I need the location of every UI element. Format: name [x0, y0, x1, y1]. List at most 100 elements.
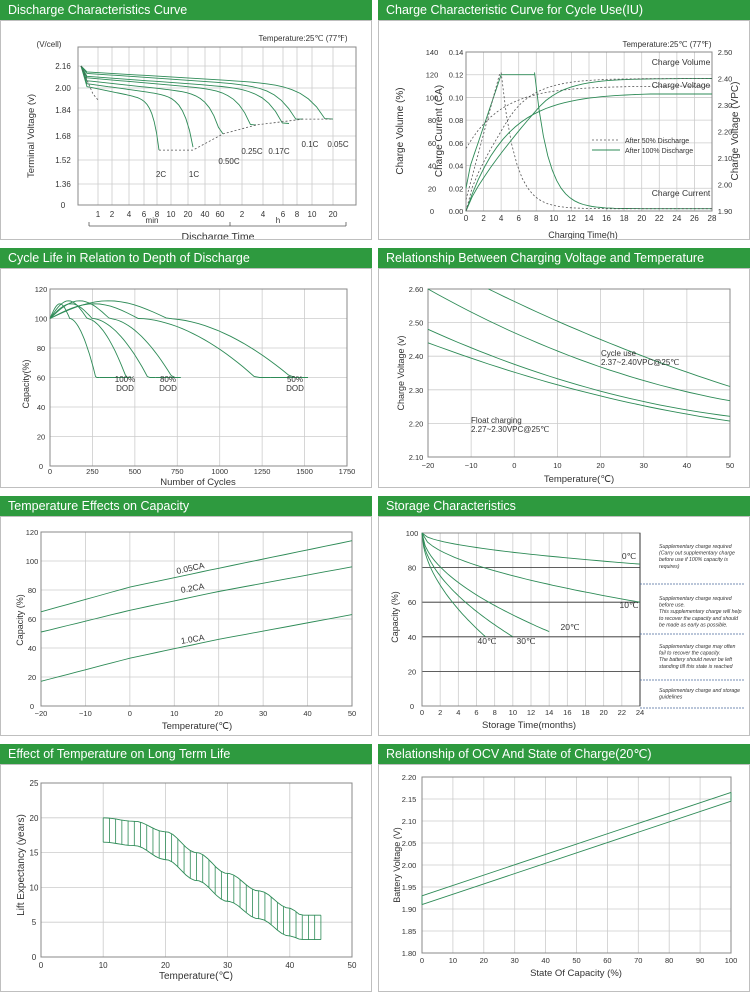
y1-tick-label: 140 [426, 48, 439, 57]
chart-frame: 2.16 2.00 1.84 1.68 1.52 1.36 0 1 2 4 6 8 10 20 40 60 2 4… [0, 20, 372, 240]
x-tick-label: −10 [79, 709, 92, 718]
y-tick-label: 120 [26, 528, 39, 537]
x-tick-label: 28 [708, 214, 717, 223]
chart-frame: 0 20 40 60 80 100 120 −20 −10 0 10 20 30 40 50 Temperat… [0, 516, 372, 736]
note-text: Supplementary charge required [659, 544, 733, 550]
x-tick-label: 20 [161, 961, 170, 970]
y-tick-label: 2.60 [409, 285, 424, 294]
panel-charge-curve: Charge Characteristic Curve for Cycle Us… [378, 0, 750, 240]
note-text: The battery should never be left [659, 657, 733, 663]
y-axis-title: Charge Voltage (v) [396, 335, 406, 410]
panel-cycle-life: Cycle Life in Relation to Depth of Disch… [0, 248, 372, 488]
float-lower [427, 342, 731, 422]
discharge-curve-0.25C [80, 65, 257, 126]
x-tick-label: 0 [512, 461, 516, 470]
note-text: before use. [659, 603, 685, 609]
y3-tick-label: 2.10 [718, 154, 733, 163]
y-tick-label: 80 [28, 586, 36, 595]
x-tick-label: 6 [516, 214, 521, 223]
note-text: to recover the capacity and should [659, 616, 739, 622]
volume-50 [465, 85, 712, 149]
curve-label-30℃: 30℃ [516, 636, 535, 646]
x-axis-title: Number of Cycles [160, 477, 236, 487]
y-tick-label: 2.16 [55, 62, 71, 71]
panel-title: Storage Characteristics [378, 496, 750, 516]
y-tick-label: 60 [37, 374, 45, 383]
x-tick-label: 22 [618, 708, 626, 717]
y2-tick-label: 0.02 [449, 184, 464, 193]
x-tick-label: 10 [549, 214, 558, 223]
y-tick-label: 1.68 [55, 132, 71, 141]
y-tick-label: 20 [28, 673, 36, 682]
x-tick-label: 12 [527, 708, 535, 717]
curve-label-20℃: 20℃ [560, 622, 579, 632]
y-tick-label: 20 [408, 667, 416, 676]
y-tick-label: 0 [32, 953, 37, 962]
y-tick-label: 0 [30, 702, 34, 711]
y-tick-label: 0 [61, 201, 66, 210]
cycle-use-lower [427, 288, 731, 402]
panel-title: Relationship Between Charging Voltage an… [378, 248, 750, 268]
x-tick-label: 0 [128, 709, 132, 718]
panel-storage: Storage Characteristics 0 20 40 60 80 100 0 2 4 6… [378, 496, 750, 736]
x-tick-label: 14 [545, 708, 553, 717]
x-tick-label: 4 [261, 210, 266, 219]
x-tick-label: 40 [303, 709, 311, 718]
plot-frame [40, 782, 353, 958]
x-tick-label: 40 [541, 956, 549, 965]
x-tick-label: 18 [620, 214, 629, 223]
x-tick-label: −10 [465, 461, 478, 470]
x-tick-label: 12 [567, 214, 576, 223]
series-label-current: Charge Current [652, 188, 711, 198]
y-tick-label: 40 [28, 644, 36, 653]
x-tick-label: 26 [690, 214, 699, 223]
note-text: before use if 100% capacity is [659, 557, 728, 563]
y-tick-label: 2.40 [409, 352, 424, 361]
note-text: Supplementary charge required [659, 596, 733, 602]
x-axis-title: Temperature(℃) [162, 721, 232, 732]
x-tick-label: 0 [420, 708, 424, 717]
series-label-dod: DOD [116, 384, 134, 393]
current-50-decay [500, 72, 712, 210]
x-tick-label: −20 [35, 709, 48, 718]
legend-label-100: After 100% Discharge [625, 148, 693, 155]
x-tick-label: 4 [456, 708, 460, 717]
y-tick-label: 2.05 [402, 839, 417, 848]
x-tick-label: 30 [223, 961, 232, 970]
life-upper-bound [103, 817, 321, 916]
y1-tick-label: 40 [428, 162, 436, 171]
chart-frame: 1.80 1.85 1.90 1.95 2.00 2.05 2.10 2.15 2.20 0 10 2… [378, 764, 750, 992]
x-tick-label: 20 [596, 461, 604, 470]
cycle-curve-lower-2 [49, 303, 271, 378]
x-tick-label: 50 [726, 461, 734, 470]
x-tick-label: 100 [725, 956, 738, 965]
series-label: 80% [160, 375, 176, 384]
x-tick-label: 8 [534, 214, 539, 223]
cycle-curve-upper-2 [49, 300, 308, 378]
note-text: This supplementary charge will help [659, 609, 742, 615]
y-tick-label: 2.10 [402, 817, 417, 826]
voltage-50 [465, 78, 712, 212]
x-tick-label: 250 [86, 467, 99, 476]
x-tick-label: 40 [201, 210, 210, 219]
y1-tick-label: 20 [428, 184, 436, 193]
x-tick-label: 24 [636, 708, 644, 717]
note-text: requires) [659, 564, 680, 570]
y-tick-label: 60 [408, 598, 416, 607]
panel-title: Effect of Temperature on Long Term Life [0, 744, 372, 764]
x-tick-label: 70 [634, 956, 642, 965]
y-axis-title: Capacity(%) [21, 359, 31, 408]
x-tick-label: 2 [240, 210, 245, 219]
plot-frame [427, 288, 731, 458]
curve-label-1C: 1C [189, 170, 199, 179]
x-tick-label: 40 [683, 461, 691, 470]
curve-label-2C: 2C [156, 170, 166, 179]
cycle-curve-upper-0 [49, 300, 132, 378]
float-upper [427, 328, 731, 417]
panel-long-term-life: Effect of Temperature on Long Term Life … [0, 744, 372, 992]
y1-tick-label: 120 [426, 71, 439, 80]
series-label: 50% [287, 375, 303, 384]
annotation-cycle-use: Cycle use [601, 349, 637, 358]
y2-tick-label: 0.06 [449, 139, 464, 148]
x-tick-label: 10 [509, 708, 517, 717]
